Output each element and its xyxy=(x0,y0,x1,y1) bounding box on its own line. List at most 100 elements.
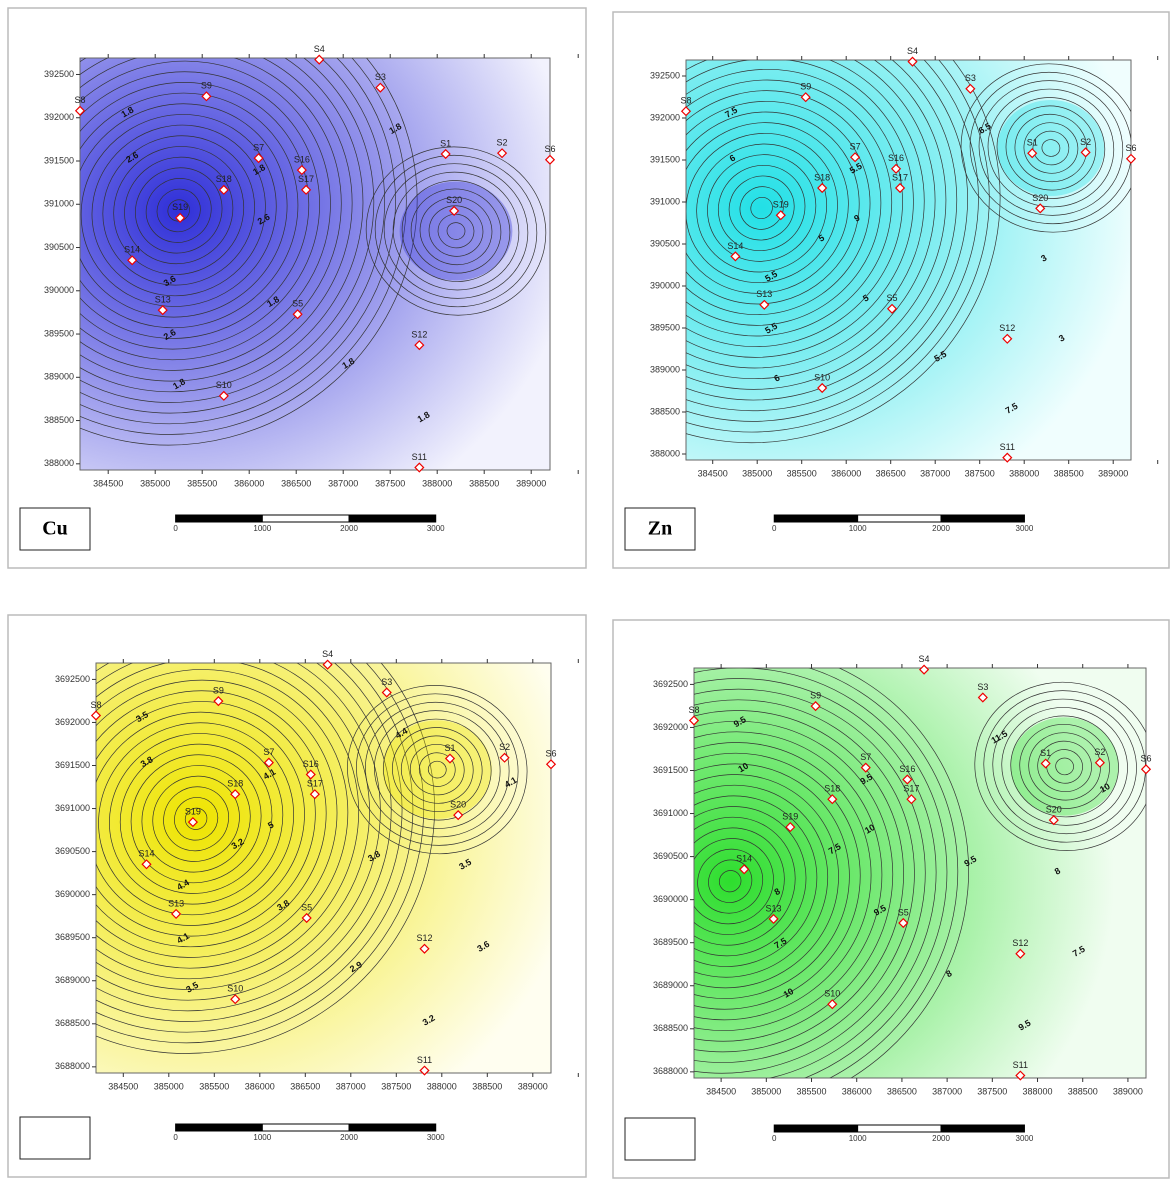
station-label: S18 xyxy=(814,172,830,182)
station-label: S8 xyxy=(680,96,691,106)
map-surface xyxy=(79,57,551,471)
scale-bar-segment xyxy=(773,514,859,523)
station-marker xyxy=(906,794,917,805)
scale-bar-segment xyxy=(773,1124,859,1133)
contour-line xyxy=(694,806,807,957)
y-tick-label: 3690000 xyxy=(653,894,688,904)
station-label: S20 xyxy=(446,195,462,205)
x-tick-label: 385500 xyxy=(787,468,817,478)
station-marker xyxy=(496,148,508,159)
contour-line xyxy=(694,752,861,1010)
station-label: S17 xyxy=(298,174,314,184)
station-marker xyxy=(74,105,86,116)
scale-bar-segment xyxy=(348,514,437,523)
y-tick-label: 392000 xyxy=(44,112,74,122)
x-tick-label: 387500 xyxy=(965,468,995,478)
hotspot-shade xyxy=(399,181,513,281)
station-marker xyxy=(1015,1070,1026,1081)
station-marker xyxy=(175,212,186,223)
scale-bar-segment xyxy=(175,514,263,523)
contour-line xyxy=(96,711,305,926)
contour-line xyxy=(184,807,208,830)
contour-line xyxy=(1032,130,1070,166)
station-label: S17 xyxy=(892,172,908,182)
station-label: S20 xyxy=(1046,804,1062,814)
contour-line xyxy=(694,710,904,1053)
station-marker xyxy=(296,164,307,176)
contour-line xyxy=(80,58,375,403)
station-marker xyxy=(90,710,102,721)
contour-line xyxy=(96,669,349,969)
station-label: S13 xyxy=(766,903,782,913)
station-label: S16 xyxy=(303,759,319,769)
x-tick-label: 387000 xyxy=(328,478,358,488)
contour-label: 3 xyxy=(1039,253,1048,264)
x-tick-label: 386500 xyxy=(281,478,311,488)
station-marker xyxy=(759,299,770,310)
station-marker xyxy=(680,106,692,117)
contour-line xyxy=(365,701,510,838)
station-label: S3 xyxy=(381,677,392,687)
contour-line xyxy=(1005,105,1097,191)
contour-label: 10 xyxy=(736,761,750,775)
hotspot-shade xyxy=(1010,717,1119,816)
station-label: S10 xyxy=(216,380,232,390)
x-tick-label: 385500 xyxy=(199,1081,229,1091)
scale-bar-segment xyxy=(940,514,1025,523)
station-label: S12 xyxy=(1012,938,1028,948)
scale-label: 0 xyxy=(173,524,178,533)
x-tick-label: 386000 xyxy=(245,1081,275,1091)
station-label: S20 xyxy=(1032,193,1048,203)
station-label: S16 xyxy=(294,154,310,164)
contour-line xyxy=(1037,740,1092,793)
contours xyxy=(686,60,1131,444)
contours xyxy=(96,663,528,1054)
contour-line xyxy=(80,58,342,371)
station-marker xyxy=(499,752,510,763)
contour-line xyxy=(96,663,392,1012)
scale-label: 0 xyxy=(772,524,777,533)
contour-line xyxy=(437,213,475,249)
contour-line xyxy=(686,60,914,358)
station-label: S19 xyxy=(172,202,188,212)
station-label: S12 xyxy=(999,323,1015,333)
station-label: S19 xyxy=(782,811,798,821)
station-marker xyxy=(768,913,779,925)
scale-label: 1000 xyxy=(253,1133,271,1142)
scale-label: 3000 xyxy=(1016,1134,1034,1143)
hotspot-shade xyxy=(997,100,1105,196)
y-tick-label: 388000 xyxy=(650,448,680,458)
contour-line xyxy=(686,68,903,348)
contour-line xyxy=(686,100,871,316)
station-label: S2 xyxy=(1080,137,1091,147)
station-marker xyxy=(1048,815,1059,826)
station-marker xyxy=(301,912,312,924)
scale-bar-segment xyxy=(175,1123,263,1132)
contour-line xyxy=(96,701,316,937)
contour-line xyxy=(694,668,969,1078)
contour-line xyxy=(80,71,320,350)
scale-label: 3000 xyxy=(427,1133,445,1142)
contour-line xyxy=(145,178,212,243)
contour-line xyxy=(1041,139,1061,157)
x-tick-label: 386500 xyxy=(887,1086,917,1096)
y-tick-label: 3692000 xyxy=(55,717,90,727)
element-label: Zn xyxy=(648,518,672,540)
contour-line xyxy=(974,681,1146,851)
y-tick-label: 3688500 xyxy=(653,1023,688,1033)
contour-line xyxy=(419,197,493,266)
scale-label: 1000 xyxy=(849,1134,867,1143)
station-marker xyxy=(898,917,909,929)
y-tick-label: 388000 xyxy=(44,458,74,468)
y-tick-label: 390000 xyxy=(44,285,74,295)
station-marker xyxy=(810,701,821,712)
contour-line xyxy=(96,663,370,990)
station-marker xyxy=(292,309,303,320)
x-tick-label: 388500 xyxy=(469,478,499,488)
contour-line xyxy=(694,678,937,1078)
y-tick-label: 3690000 xyxy=(55,889,90,899)
contour-line xyxy=(80,92,299,329)
y-tick-label: 390500 xyxy=(650,238,680,248)
x-tick-label: 387000 xyxy=(336,1081,366,1091)
station-marker xyxy=(739,864,750,875)
